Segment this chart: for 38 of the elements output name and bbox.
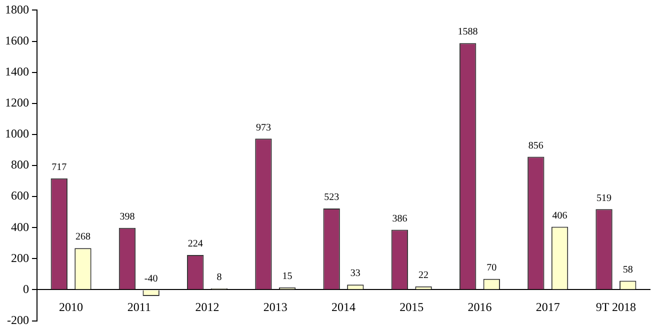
data-label: 15 [282, 271, 292, 282]
y-tick-label: 1800 [5, 2, 29, 16]
data-label: 973 [256, 122, 271, 134]
data-label: 717 [52, 162, 67, 174]
x-tick-label: 2017 [536, 300, 560, 314]
data-label: -40 [144, 273, 158, 284]
data-label: 1588 [458, 26, 478, 38]
y-tick-label: 600 [11, 188, 29, 203]
data-label: 58 [622, 264, 633, 276]
y-tick-label: 200 [11, 250, 29, 265]
data-label: 268 [75, 232, 90, 243]
y-tick-label: 1000 [5, 126, 29, 141]
y-tick-label: 0 [23, 282, 29, 296]
x-tick-label: 2010 [59, 300, 84, 314]
data-label: 8 [216, 272, 222, 284]
data-label: 519 [596, 192, 612, 204]
x-tick-label: 2012 [195, 300, 220, 314]
data-label: 386 [392, 213, 408, 224]
x-tick-label: 2013 [263, 300, 288, 314]
y-tick-label: 400 [11, 220, 29, 234]
data-label: 22 [418, 270, 429, 281]
data-label: 398 [120, 212, 135, 223]
x-tick-label: 2016 [468, 300, 492, 314]
y-tick-label: 800 [11, 158, 29, 172]
data-label: 523 [324, 192, 340, 204]
x-tick-label: 2015 [400, 300, 424, 314]
x-tick-label: 9T 2018 [596, 300, 636, 314]
data-label: 856 [528, 140, 544, 152]
y-tick-label: 1200 [5, 96, 29, 110]
data-label: 33 [350, 268, 360, 280]
data-label: 224 [188, 238, 203, 250]
data-label: 70 [486, 262, 497, 274]
y-tick-label: 1400 [5, 64, 29, 78]
x-tick-label: 2014 [332, 300, 356, 314]
y-tick-label: 1600 [5, 33, 29, 48]
data-label: 406 [552, 210, 568, 222]
x-tick-label: 2011 [127, 300, 151, 314]
y-tick-label: -200 [7, 312, 29, 327]
